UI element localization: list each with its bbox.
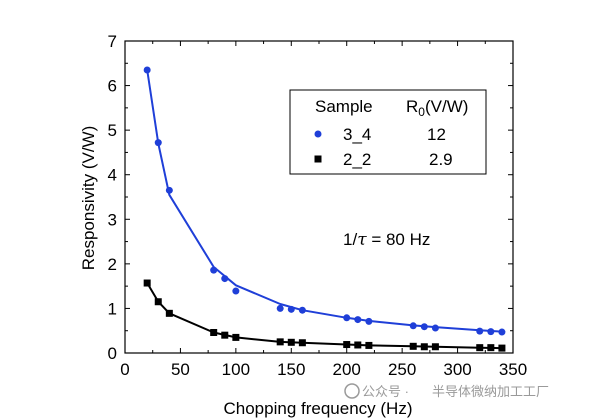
data-point-series-2 [143, 279, 151, 287]
watermark: 公众号 · 半导体微纳加工工厂 [344, 383, 549, 399]
legend-r0-series-1: 12 [427, 125, 446, 144]
y-tick-label: 4 [108, 166, 117, 185]
data-point-series-2 [232, 333, 240, 341]
legend-header-r0-unit: (V/W) [425, 97, 468, 116]
annotation-prefix: 1/ [343, 230, 357, 249]
data-point-series-1 [210, 266, 218, 274]
x-tick-label: 300 [443, 360, 471, 379]
legend-header-r0-main: R [406, 97, 418, 116]
legend-marker-series-1 [314, 130, 322, 138]
data-point-series-2 [420, 343, 428, 351]
watermark-prefix: 公众号 · [362, 384, 409, 399]
legend-marker-series-2 [314, 155, 322, 163]
data-point-series-2 [365, 341, 373, 349]
y-tick-label: 5 [108, 121, 117, 140]
data-markers [143, 66, 506, 352]
watermark-text: 半导体微纳加工工厂 [432, 384, 549, 399]
data-point-series-2 [409, 342, 417, 350]
data-point-series-2 [498, 344, 506, 352]
data-point-series-1 [431, 324, 439, 332]
data-point-series-1 [221, 275, 229, 283]
data-point-series-1 [298, 306, 306, 314]
y-tick-label: 3 [108, 210, 117, 229]
legend-label-series-2: 2_2 [343, 150, 371, 169]
data-point-series-1 [498, 328, 506, 336]
data-point-series-2 [165, 309, 173, 317]
data-point-series-2 [298, 339, 306, 347]
x-axis-title: Chopping frequency (Hz) [224, 399, 413, 418]
fit-line-series-2 [146, 282, 502, 350]
x-tick-label: 150 [277, 360, 305, 379]
y-tick-label: 2 [108, 255, 117, 274]
x-tick-label: 250 [388, 360, 416, 379]
data-point-series-2 [354, 341, 362, 349]
watermark-logo-icon [344, 383, 360, 399]
data-point-series-2 [487, 344, 495, 352]
data-point-series-1 [154, 139, 162, 147]
y-axis-title: Responsivity (V/W) [79, 126, 98, 271]
data-point-series-1 [409, 322, 417, 330]
data-point-series-1 [232, 287, 240, 295]
time-constant-annotation: 1/τ = 80 Hz [343, 230, 430, 250]
legend-label-series-1: 3_4 [343, 125, 371, 144]
plot-frame [124, 40, 514, 354]
data-point-series-1 [476, 327, 484, 335]
data-point-series-1 [354, 316, 362, 324]
data-point-series-1 [165, 186, 173, 194]
data-point-series-1 [420, 323, 428, 331]
data-point-series-1 [343, 314, 351, 322]
data-point-series-1 [287, 305, 295, 313]
x-tick-label: 100 [222, 360, 250, 379]
legend-header-r0-sub: 0 [418, 105, 425, 119]
legend: Sample R0(V/W) 3_4 12 2_2 2.9 [289, 89, 487, 175]
data-point-series-1 [143, 66, 151, 74]
legend-header-r0: R0(V/W) [406, 97, 468, 119]
data-point-series-2 [476, 344, 484, 352]
y-tick-label: 0 [108, 344, 117, 363]
data-point-series-1 [276, 304, 284, 312]
x-tick-label: 200 [333, 360, 361, 379]
x-tick-label: 0 [120, 360, 129, 379]
annotation-tau: τ [357, 230, 367, 250]
legend-box [289, 89, 487, 175]
data-point-series-1 [487, 328, 495, 336]
data-point-series-2 [276, 338, 284, 346]
x-tick-label: 50 [171, 360, 190, 379]
data-point-series-2 [221, 331, 229, 339]
data-point-series-2 [287, 338, 295, 346]
annotation-suffix: = 80 Hz [367, 230, 431, 249]
x-tick-label: 350 [499, 360, 527, 379]
legend-header-sample: Sample [315, 97, 373, 116]
data-point-series-2 [343, 341, 351, 349]
data-point-series-2 [431, 343, 439, 351]
legend-r0-series-2: 2.9 [429, 150, 453, 169]
y-tick-label: 6 [108, 77, 117, 96]
y-tick-label: 7 [108, 32, 117, 51]
data-point-series-1 [365, 317, 373, 325]
data-point-series-2 [154, 298, 162, 306]
y-tick-label: 1 [108, 299, 117, 318]
data-point-series-2 [210, 328, 218, 336]
